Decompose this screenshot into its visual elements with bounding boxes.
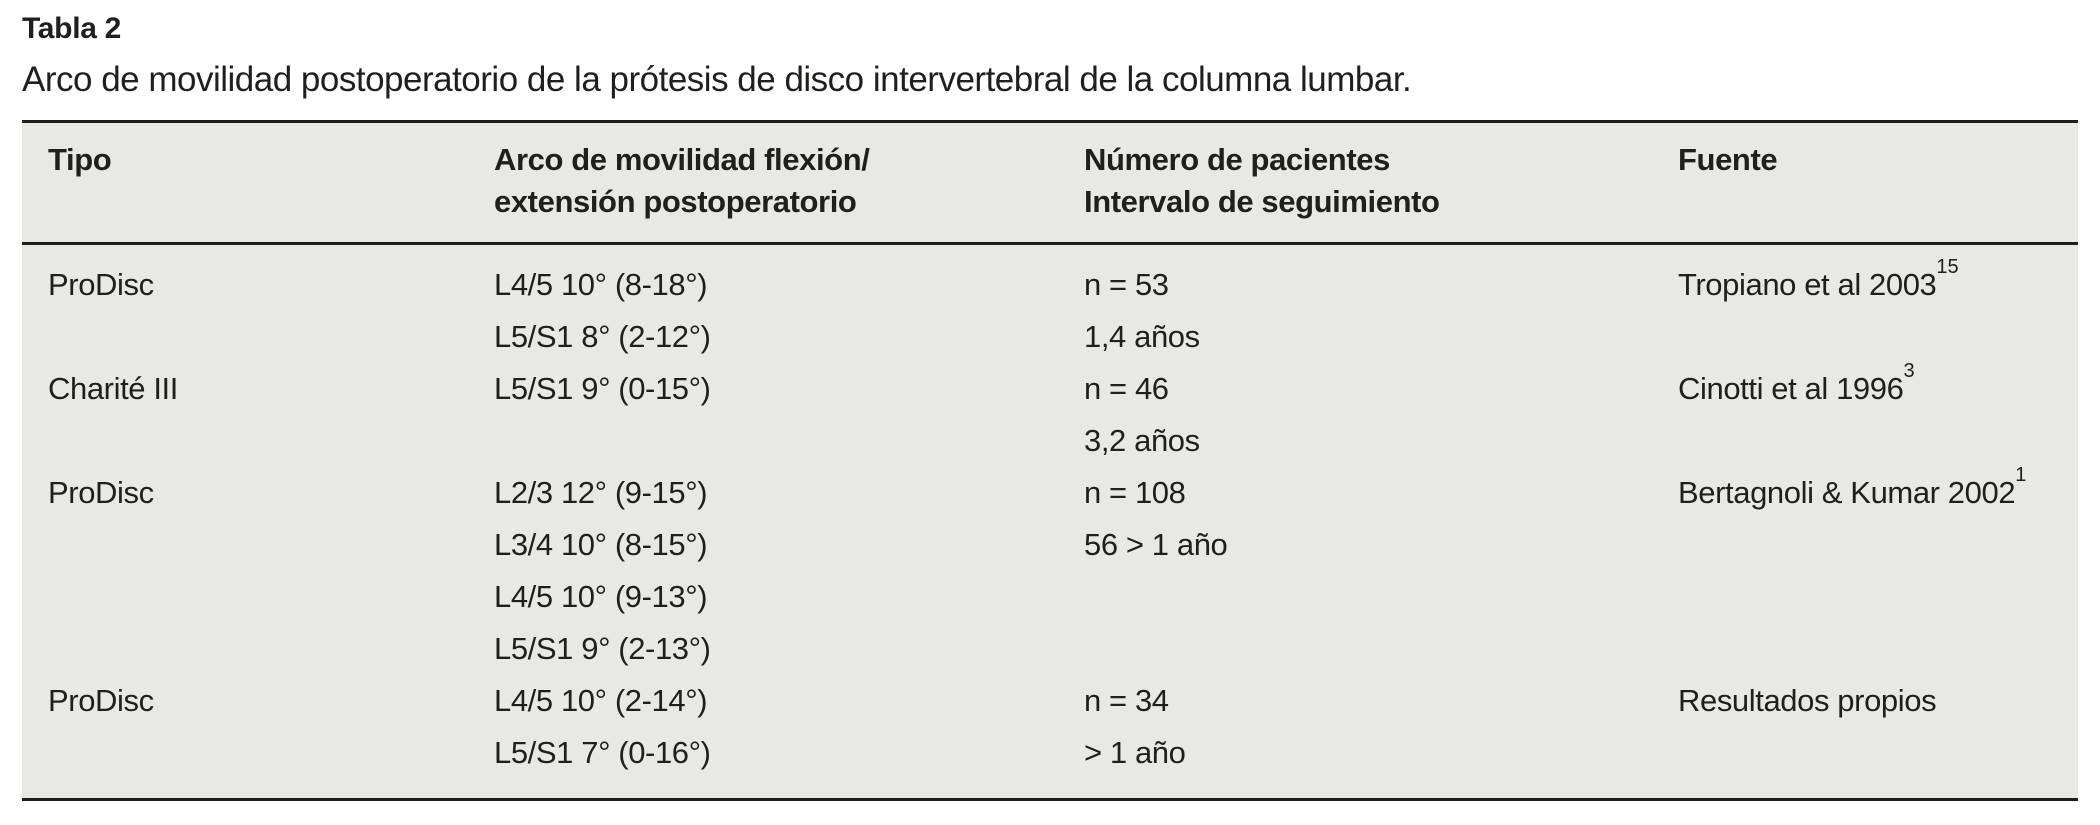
header-cell-pacientes: Número de pacientes Intervalo de seguimi… (1058, 139, 1652, 223)
header-line: extensión postoperatorio (494, 184, 857, 219)
header-line: Arco de movilidad flexión/ (494, 142, 870, 177)
header-line: Intervalo de seguimiento (1084, 184, 1440, 219)
data-table: Tipo Arco de movilidad flexión/ extensió… (22, 120, 2078, 801)
fuente-line: Bertagnoli & Kumar 20021 (1678, 463, 2078, 519)
cell-tipo: Charité III (22, 363, 468, 467)
pacientes-line: n = 34 (1084, 683, 1169, 718)
arco-line: L2/3 12° (9-15°) (494, 475, 708, 510)
fuente-text: Resultados propios (1678, 683, 1937, 718)
pacientes-line: n = 108 (1084, 475, 1186, 510)
cell-tipo: ProDisc (22, 259, 468, 363)
table-title-block: Tabla 2 Arco de movilidad postoperatorio… (22, 8, 1412, 106)
cell-pacientes: n = 108 56 > 1 año (1058, 467, 1652, 675)
table-row: ProDisc L4/5 10° (2-14°) L5/S1 7° (0-16°… (22, 675, 2078, 779)
arco-line: L4/5 10° (8-18°) (494, 267, 708, 302)
table-caption: Arco de movilidad postoperatorio de la p… (22, 60, 1412, 99)
cell-pacientes: n = 46 3,2 años (1058, 363, 1652, 467)
pacientes-line: > 1 año (1084, 735, 1186, 770)
tipo-value: ProDisc (48, 683, 154, 718)
table-header-row: Tipo Arco de movilidad flexión/ extensió… (22, 123, 2078, 245)
cell-arco: L4/5 10° (2-14°) L5/S1 7° (0-16°) (468, 675, 1058, 779)
table-row: ProDisc L4/5 10° (8-18°) L5/S1 8° (2-12°… (22, 255, 2078, 363)
cell-arco: L5/S1 9° (0-15°) (468, 363, 1058, 467)
header-line: Tipo (48, 142, 112, 177)
cell-arco: L4/5 10° (8-18°) L5/S1 8° (2-12°) (468, 259, 1058, 363)
fuente-line: Tropiano et al 200315 (1678, 255, 2078, 311)
fuente-text: Tropiano et al 2003 (1678, 267, 1937, 302)
fuente-ref-superscript: 15 (1936, 255, 1959, 278)
table-body: ProDisc L4/5 10° (8-18°) L5/S1 8° (2-12°… (22, 245, 2078, 798)
cell-pacientes: n = 34 > 1 año (1058, 675, 1652, 779)
arco-line: L5/S1 9° (0-15°) (494, 371, 711, 406)
header-cell-fuente: Fuente (1652, 139, 2078, 223)
cell-fuente: Tropiano et al 200315 (1652, 255, 2078, 363)
tipo-value: ProDisc (48, 267, 154, 302)
arco-line: L3/4 10° (8-15°) (494, 527, 708, 562)
header-cell-arco: Arco de movilidad flexión/ extensión pos… (468, 139, 1058, 223)
pacientes-line: 1,4 años (1084, 319, 1200, 354)
header-line: Número de pacientes (1084, 142, 1390, 177)
arco-line: L4/5 10° (9-13°) (494, 579, 708, 614)
pacientes-line: 56 > 1 año (1084, 527, 1228, 562)
cell-tipo: ProDisc (22, 675, 468, 779)
header-cell-tipo: Tipo (22, 139, 468, 223)
cell-fuente: Bertagnoli & Kumar 20021 (1652, 463, 2078, 675)
fuente-line: Resultados propios (1678, 675, 2078, 727)
tipo-value: Charité III (48, 371, 178, 406)
header-line: Fuente (1678, 142, 1778, 177)
table-row: ProDisc L2/3 12° (9-15°) L3/4 10° (8-15°… (22, 463, 2078, 675)
cell-pacientes: n = 53 1,4 años (1058, 259, 1652, 363)
arco-line: L5/S1 7° (0-16°) (494, 735, 711, 770)
cell-fuente: Resultados propios (1652, 675, 2078, 779)
fuente-line: Cinotti et al 19963 (1678, 359, 2078, 415)
pacientes-line: n = 53 (1084, 267, 1169, 302)
fuente-ref-superscript: 3 (1903, 359, 1915, 382)
cell-fuente: Cinotti et al 19963 (1652, 359, 2078, 467)
pacientes-line: 3,2 años (1084, 423, 1200, 458)
table-row: Charité III L5/S1 9° (0-15°) n = 46 3,2 … (22, 359, 2078, 467)
fuente-text: Bertagnoli & Kumar 2002 (1678, 475, 2016, 510)
arco-line: L4/5 10° (2-14°) (494, 683, 708, 718)
arco-line: L5/S1 8° (2-12°) (494, 319, 711, 354)
tipo-value: ProDisc (48, 475, 154, 510)
fuente-text: Cinotti et al 1996 (1678, 371, 1904, 406)
fuente-ref-superscript: 1 (2015, 463, 2027, 486)
cell-arco: L2/3 12° (9-15°) L3/4 10° (8-15°) L4/5 1… (468, 467, 1058, 675)
cell-tipo: ProDisc (22, 467, 468, 675)
table-title: Tabla 2 (22, 12, 122, 45)
arco-line: L5/S1 9° (2-13°) (494, 631, 711, 666)
pacientes-line: n = 46 (1084, 371, 1169, 406)
